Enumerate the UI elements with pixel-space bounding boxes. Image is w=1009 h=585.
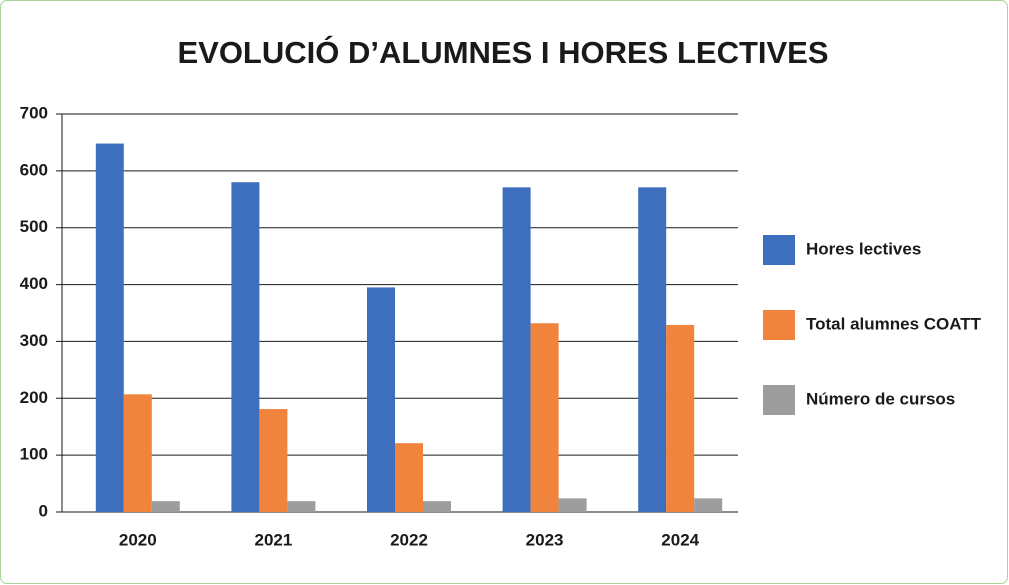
y-tick-label: 500 xyxy=(20,217,48,236)
x-tick-label: 2021 xyxy=(254,530,292,549)
y-tick-label: 100 xyxy=(20,445,48,464)
y-tick-label: 300 xyxy=(20,331,48,350)
legend-swatch xyxy=(763,235,795,265)
x-tick-label: 2023 xyxy=(526,530,564,549)
chart-title: EVOLUCIÓ D’ALUMNES I HORES LECTIVES xyxy=(177,34,828,70)
bar xyxy=(231,182,260,512)
y-tick-label: 200 xyxy=(20,388,48,407)
bar xyxy=(530,323,559,512)
x-tick-label: 2022 xyxy=(390,530,428,549)
x-tick-label: 2020 xyxy=(119,530,157,549)
bar xyxy=(367,287,395,512)
bar xyxy=(395,443,423,512)
bar xyxy=(123,394,152,512)
legend-label: Número de cursos xyxy=(806,389,955,408)
y-tick-label: 400 xyxy=(20,274,48,293)
x-tick-label: 2024 xyxy=(661,530,699,549)
bar xyxy=(423,501,451,512)
bar xyxy=(151,501,180,512)
bar xyxy=(694,498,723,512)
bar xyxy=(259,409,288,512)
bar xyxy=(287,501,316,512)
y-tick-label: 700 xyxy=(20,103,48,122)
bar xyxy=(638,187,667,513)
legend-label: Hores lectives xyxy=(806,239,921,258)
bar xyxy=(666,324,695,512)
legend-label: Total alumnes COATT xyxy=(806,314,982,333)
y-tick-label: 600 xyxy=(20,160,48,179)
bar xyxy=(558,498,587,512)
legend-swatch xyxy=(763,310,795,340)
bar xyxy=(502,187,531,513)
bar xyxy=(95,143,124,512)
legend-swatch xyxy=(763,385,795,415)
y-tick-label: 0 xyxy=(39,501,48,520)
